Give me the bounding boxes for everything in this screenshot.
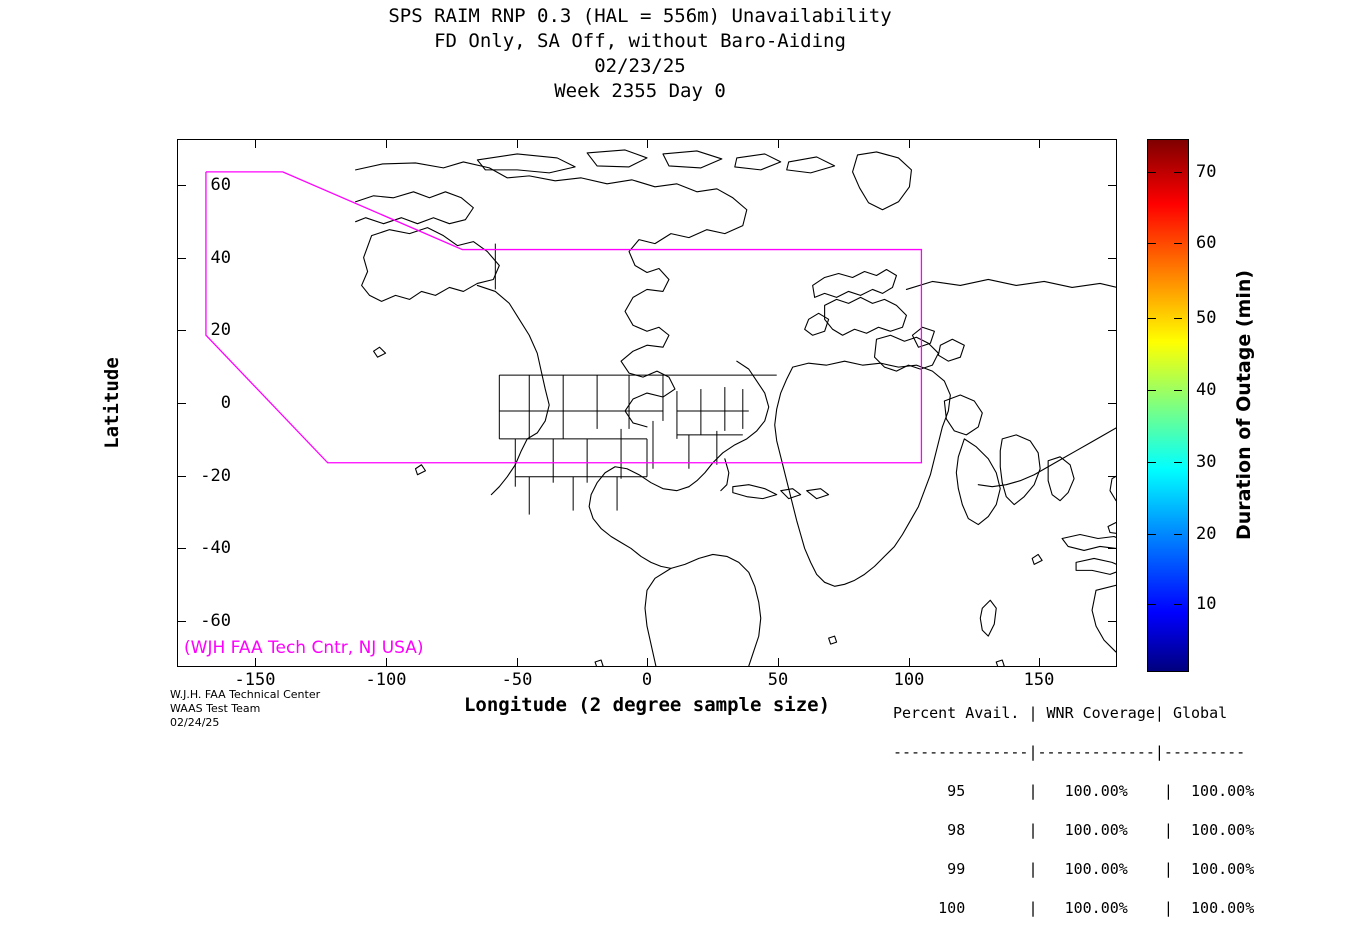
ytick-mark-right-neg20: [1108, 476, 1117, 477]
table-row: 100 | 100.00% | 100.00%: [893, 899, 1255, 917]
xtick-150: 150: [1023, 670, 1055, 690]
ytick-mark-right-neg40: [1108, 548, 1117, 549]
cbtick-mark-right-50: [1174, 318, 1182, 319]
ytick-mark-right-0: [1108, 403, 1117, 404]
cbtick-70: 70: [1196, 162, 1217, 182]
map-plot-area: (WJH FAA Tech Cntr, NJ USA): [177, 139, 1117, 667]
cbtick-60: 60: [1196, 233, 1217, 253]
cbtick-mark-40: [1148, 390, 1156, 391]
footer-line-3: 02/24/25: [170, 716, 220, 729]
xtick-neg150: -150: [234, 670, 276, 690]
us-state-borders: [494, 243, 777, 515]
cbtick-mark-60: [1148, 243, 1156, 244]
xtick-mark-top-neg150: [255, 139, 256, 148]
world-map: [205, 149, 1116, 666]
cbtick-mark-right-20: [1174, 534, 1182, 535]
cbtick-10: 10: [1196, 594, 1217, 614]
ytick-20: 20: [210, 320, 231, 340]
cbtick-50: 50: [1196, 308, 1217, 328]
cbtick-mark-50: [1148, 318, 1156, 319]
cbtick-40: 40: [1196, 380, 1217, 400]
chart-title-block: SPS RAIM RNP 0.3 (HAL = 556m) Unavailabi…: [0, 4, 1280, 104]
colorbar-gradient: [1147, 139, 1189, 672]
xtick-mark-neg50: [517, 658, 518, 667]
xtick-50: 50: [767, 670, 789, 690]
cbtick-mark-right-60: [1174, 243, 1182, 244]
title-line-3: 02/23/25: [594, 55, 686, 77]
xtick-mark-top-100: [909, 139, 910, 148]
wnr-coverage-boundary: [205, 171, 923, 464]
stats-table-rule: ---------------|-------------|---------: [893, 743, 1246, 761]
xtick-mark-top-0: [647, 139, 648, 148]
ytick-mark-40: [177, 258, 186, 259]
table-row: 98 | 100.00% | 100.00%: [893, 821, 1255, 839]
cbtick-mark-right-70: [1174, 172, 1182, 173]
ytick-mark-right-40: [1108, 258, 1117, 259]
ytick-mark-neg20: [177, 476, 186, 477]
ytick-mark-right-60: [1108, 185, 1117, 186]
cbtick-30: 30: [1196, 452, 1217, 472]
cbtick-mark-20: [1148, 534, 1156, 535]
availability-stats-table: Percent Avail. | WNR Coverage| Global --…: [893, 681, 1254, 928]
watermark-text: (WJH FAA Tech Cntr, NJ USA): [184, 638, 424, 658]
title-line-2: FD Only, SA Off, without Baro-Aiding: [434, 30, 846, 52]
footer-line-2: WAAS Test Team: [170, 702, 261, 715]
table-row: 95 | 100.00% | 100.00%: [893, 782, 1255, 800]
xtick-neg100: -100: [365, 670, 407, 690]
ytick-neg40: -40: [200, 538, 231, 558]
xtick-mark-50: [778, 658, 779, 667]
colorbar-label: Duration of Outage (min): [1233, 269, 1255, 541]
xtick-mark-top-neg100: [386, 139, 387, 148]
cbtick-mark-10: [1148, 604, 1156, 605]
cbtick-mark-70: [1148, 172, 1156, 173]
ytick-0: 0: [220, 393, 231, 413]
xtick-0: 0: [641, 670, 653, 690]
cbtick-mark-30: [1148, 462, 1156, 463]
ytick-40: 40: [210, 248, 231, 268]
ytick-mark-neg60: [177, 621, 186, 622]
footer-credit: W.J.H. FAA Technical Center WAAS Test Te…: [170, 688, 320, 730]
cbtick-mark-right-30: [1174, 462, 1182, 463]
ytick-mark-60: [177, 185, 186, 186]
xtick-mark-top-150: [1039, 139, 1040, 148]
title-line-1: SPS RAIM RNP 0.3 (HAL = 556m) Unavailabi…: [388, 5, 892, 27]
ytick-mark-right-20: [1108, 330, 1117, 331]
xtick-mark-150: [1039, 658, 1040, 667]
ytick-neg20: -20: [200, 466, 231, 486]
footer-line-1: W.J.H. FAA Technical Center: [170, 688, 321, 701]
xtick-neg50: -50: [501, 670, 533, 690]
xtick-mark-0: [647, 658, 648, 667]
xtick-mark-top-50: [778, 139, 779, 148]
cbtick-mark-right-10: [1174, 604, 1182, 605]
x-axis-label: Longitude (2 degree sample size): [463, 694, 831, 716]
y-axis-label: Latitude: [101, 357, 123, 449]
cbtick-mark-right-40: [1174, 390, 1182, 391]
xtick-mark-neg100: [386, 658, 387, 667]
coastlines: [355, 149, 1116, 666]
stats-table-header: Percent Avail. | WNR Coverage| Global: [893, 704, 1228, 722]
ytick-mark-neg40: [177, 548, 186, 549]
table-row: 99 | 100.00% | 100.00%: [893, 860, 1255, 878]
cbtick-20: 20: [1196, 524, 1217, 544]
ytick-mark-right-neg60: [1108, 621, 1117, 622]
xtick-100: 100: [893, 670, 925, 690]
ytick-60: 60: [210, 175, 231, 195]
xtick-mark-top-neg50: [517, 139, 518, 148]
title-line-4: Week 2355 Day 0: [554, 80, 726, 102]
ytick-mark-20: [177, 330, 186, 331]
xtick-mark-100: [909, 658, 910, 667]
ytick-neg60: -60: [200, 611, 231, 631]
ytick-mark-0: [177, 403, 186, 404]
xtick-mark-neg150: [255, 658, 256, 667]
